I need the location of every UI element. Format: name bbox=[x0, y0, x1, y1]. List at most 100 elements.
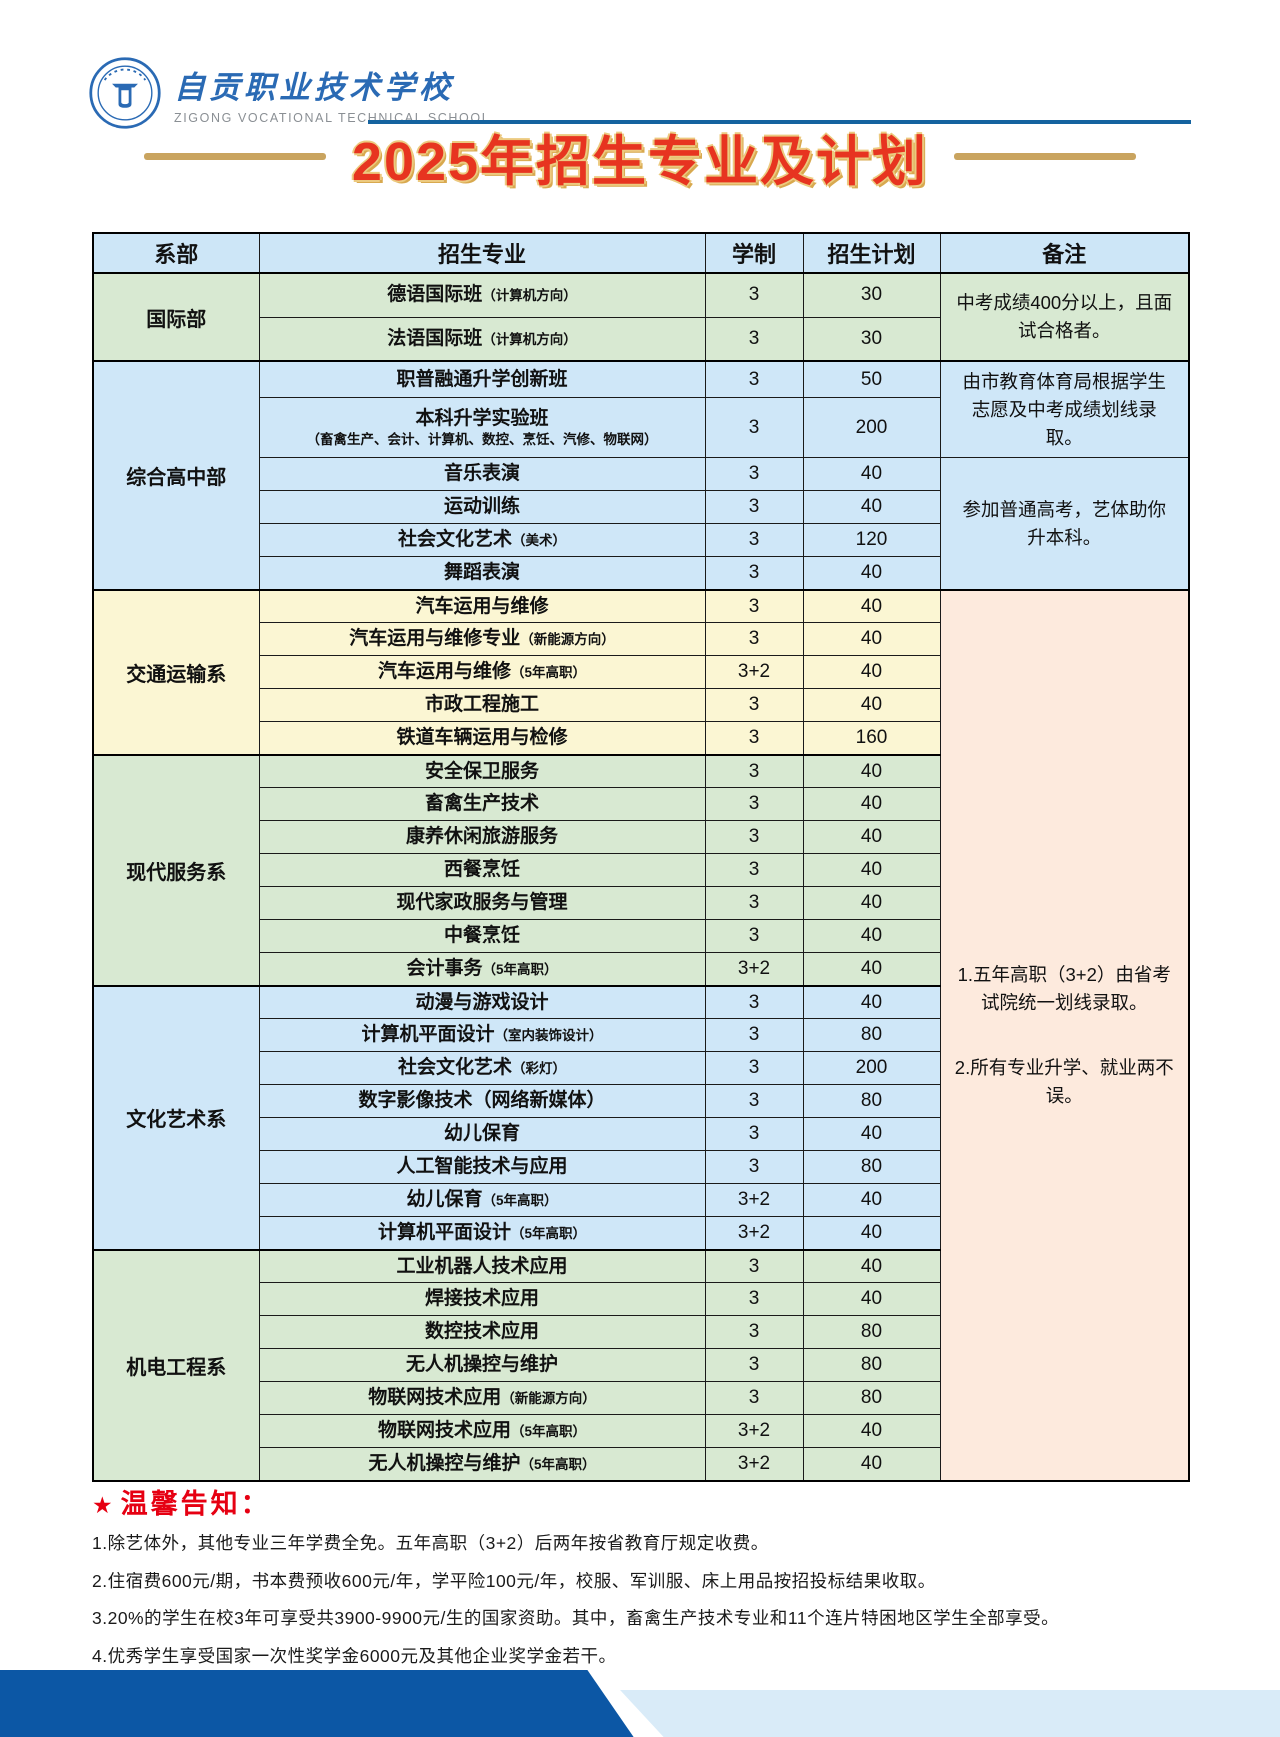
note-cell: 1.五年高职（3+2）由省考试院统一划线录取。 2.所有专业升学、就业两不误。 bbox=[939, 588, 1190, 1482]
major-cell: 数字影像技术（网络新媒体） bbox=[258, 1084, 706, 1119]
title-dash-left bbox=[143, 152, 326, 160]
note-cell: 中考成绩400分以上，且面试合格者。 bbox=[939, 272, 1190, 362]
note-cell: 由市教育体育局根据学生志愿及中考成绩划线录取。 bbox=[939, 360, 1190, 459]
duration-cell: 3 bbox=[704, 588, 804, 624]
plan-cell: 160 bbox=[802, 721, 941, 756]
duration-cell: 3 bbox=[704, 1084, 804, 1119]
duration-cell: 3 bbox=[704, 1315, 804, 1350]
duration-cell: 3 bbox=[704, 1018, 804, 1053]
duration-cell: 3 bbox=[704, 721, 804, 756]
duration-cell: 3+2 bbox=[704, 1447, 804, 1482]
plan-cell: 40 bbox=[802, 1117, 941, 1152]
major-cell: 幼儿保育 bbox=[258, 1117, 706, 1152]
major-cell: 铁道车辆运用与检修 bbox=[258, 721, 706, 756]
plan-cell: 40 bbox=[802, 490, 941, 525]
table-row: 现代家政服务与管理 3 40 bbox=[93, 886, 1189, 921]
major-cell: 人工智能技术与应用 bbox=[258, 1150, 706, 1185]
table-row: 社会文化艺术（彩灯） 3 200 bbox=[93, 1051, 1189, 1086]
major-cell: 德语国际班（计算机方向） bbox=[258, 272, 706, 318]
major-cell: 汽车运用与维修 bbox=[258, 588, 706, 624]
table-row: 畜禽生产技术 3 40 bbox=[93, 787, 1189, 822]
plan-cell: 40 bbox=[802, 984, 941, 1020]
table-row: 现代服务系 安全保卫服务 3 40 bbox=[92, 753, 1189, 987]
table-row: 数字影像技术（网络新媒体） 3 80 bbox=[93, 1084, 1189, 1119]
title-dash-right bbox=[954, 152, 1137, 160]
plan-cell: 40 bbox=[802, 853, 941, 888]
plan-cell: 200 bbox=[802, 1051, 941, 1086]
duration-cell: 3 bbox=[704, 1117, 804, 1152]
table-row: 音乐表演 3 40 参加普通高考，艺体助你升本科。 bbox=[93, 457, 1190, 591]
duration-cell: 3+2 bbox=[704, 1414, 804, 1449]
dept-cell: 现代服务系 bbox=[92, 753, 260, 987]
plan-cell: 40 bbox=[802, 1216, 941, 1251]
major-cell: 计算机平面设计（5年高职） bbox=[258, 1216, 706, 1251]
duration-cell: 3 bbox=[704, 787, 804, 822]
duration-cell: 3 bbox=[704, 886, 804, 921]
plan-cell: 40 bbox=[802, 1282, 941, 1317]
plan-cell: 80 bbox=[802, 1315, 941, 1350]
notice-item: 1.除艺体外，其他专业三年学费全免。五年高职（3+2）后两年按省教育厅规定收费。 bbox=[92, 1533, 769, 1553]
duration-cell: 3 bbox=[704, 1248, 804, 1284]
plan-cell: 40 bbox=[802, 886, 941, 921]
plan-cell: 40 bbox=[802, 622, 941, 657]
major-cell: 汽车运用与维修专业（新能源方向） bbox=[258, 622, 706, 657]
major-cell: 畜禽生产技术 bbox=[258, 787, 706, 822]
duration-cell: 3 bbox=[704, 1150, 804, 1185]
major-cell: 法语国际班（计算机方向） bbox=[258, 316, 706, 362]
table-row: 幼儿保育 3 40 bbox=[93, 1117, 1189, 1152]
major-cell: 数控技术应用 bbox=[258, 1315, 706, 1350]
table-row: 西餐烹饪 3 40 bbox=[93, 853, 1189, 888]
note-cell: 参加普通高考，艺体助你升本科。 bbox=[939, 457, 1190, 591]
table-row: 法语国际班（计算机方向） 3 30 bbox=[93, 316, 1189, 362]
duration-cell: 3 bbox=[704, 1381, 804, 1416]
plan-cell: 40 bbox=[802, 820, 941, 855]
dept-cell: 国际部 bbox=[92, 272, 260, 362]
duration-cell: 3 bbox=[704, 272, 804, 318]
major-cell: 运动训练 bbox=[258, 490, 706, 525]
plan-cell: 40 bbox=[802, 1414, 941, 1449]
notice-title: ★ 温馨告知： bbox=[92, 1482, 1192, 1521]
major-cell: 康养休闲旅游服务 bbox=[258, 820, 706, 855]
major-cell: 工业机器人技术应用 bbox=[258, 1248, 706, 1284]
major-cell: 幼儿保育（5年高职） bbox=[258, 1183, 706, 1218]
notice-section: ★ 温馨告知： 1.除艺体外，其他专业三年学费全免。五年高职（3+2）后两年按省教… bbox=[92, 1482, 1192, 1685]
duration-cell: 3 bbox=[704, 490, 804, 525]
dept-cell: 综合高中部 bbox=[92, 360, 260, 591]
table-row: 无人机操控与维护 3 80 bbox=[93, 1348, 1189, 1383]
table-row: 人工智能技术与应用 3 80 bbox=[93, 1150, 1189, 1185]
major-cell: 物联网技术应用（新能源方向） bbox=[258, 1381, 706, 1416]
duration-cell: 3 bbox=[704, 688, 804, 723]
bottom-band-light bbox=[620, 1690, 1280, 1737]
title-row: 2025年招生专业及计划 bbox=[90, 118, 1190, 194]
col-header-dept: 系部 bbox=[92, 232, 260, 274]
major-cell: 计算机平面设计（室内装饰设计） bbox=[258, 1018, 706, 1053]
star-icon: ★ bbox=[92, 1492, 113, 1518]
dept-cell: 交通运输系 bbox=[92, 588, 260, 756]
major-cell: 物联网技术应用（5年高职） bbox=[258, 1414, 706, 1449]
table-row: 铁道车辆运用与检修 3 160 bbox=[93, 721, 1189, 756]
table-row: 本科升学实验班 （畜禽生产、会计、计算机、数控、烹饪、汽修、物联网） 3 200 bbox=[93, 397, 1189, 459]
plan-cell: 40 bbox=[802, 457, 941, 492]
duration-cell: 3+2 bbox=[704, 952, 804, 987]
table-row: 国际部 德语国际班（计算机方向） 3 30 中考成绩400分以上，且面试合格者。 bbox=[92, 272, 1190, 362]
table-row: 中餐烹饪 3 40 bbox=[93, 919, 1189, 954]
page-title: 2025年招生专业及计划 bbox=[351, 131, 929, 192]
plan-cell: 30 bbox=[802, 316, 941, 362]
major-cell: 现代家政服务与管理 bbox=[258, 886, 706, 921]
col-header-note: 备注 bbox=[939, 232, 1190, 274]
table-row: 运动训练 3 40 bbox=[93, 490, 1189, 525]
table-row: 焊接技术应用 3 40 bbox=[93, 1282, 1189, 1317]
table-row: 综合高中部 职普融通升学创新班 3 50 由市教育体育局根据学生志愿及中考成绩划线录取。 bbox=[92, 360, 1190, 591]
plan-cell: 40 bbox=[802, 588, 941, 624]
col-header-major: 招生专业 bbox=[258, 232, 706, 274]
plan-cell: 80 bbox=[802, 1084, 941, 1119]
dept-cell: 文化艺术系 bbox=[92, 984, 260, 1251]
table-row: 汽车运用与维修（5年高职） 3+2 40 bbox=[93, 655, 1189, 690]
table-header-row: 系部 招生专业 学制 招生计划 备注 bbox=[92, 232, 1190, 274]
duration-cell: 3 bbox=[704, 1348, 804, 1383]
plan-cell: 80 bbox=[802, 1381, 941, 1416]
plan-cell: 80 bbox=[802, 1348, 941, 1383]
plan-cell: 40 bbox=[802, 753, 941, 789]
notice-item: 2.住宿费600元/期，书本费预收600元/年，学平险100元/年，校服、军训服… bbox=[92, 1570, 936, 1591]
